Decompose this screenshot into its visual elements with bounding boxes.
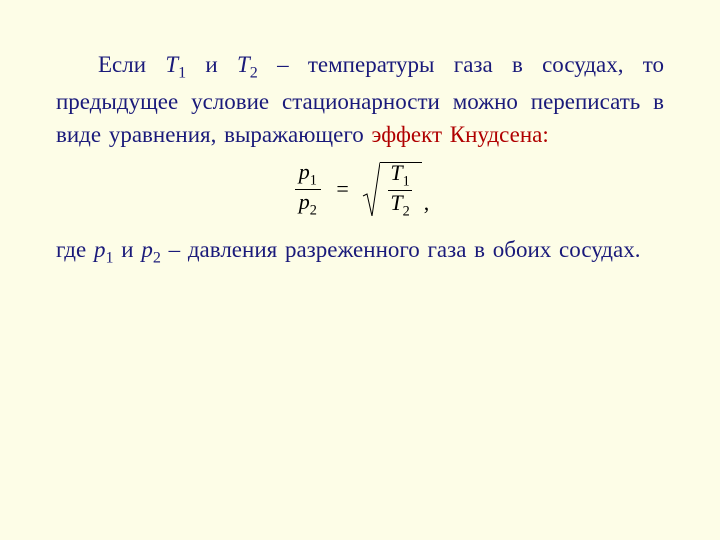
denominator: p2 (295, 190, 321, 219)
fraction-lhs: p1 p2 (295, 160, 321, 219)
numerator: T1 (388, 161, 411, 191)
var-letter: p (299, 189, 310, 214)
subscript: 2 (250, 65, 258, 82)
var-letter: T (390, 160, 402, 185)
subscript: 2 (310, 202, 317, 218)
radicand: T1 T2 (380, 162, 421, 216)
formula-comma: , (424, 190, 430, 215)
subscript: 1 (310, 172, 317, 188)
text-run: и (186, 52, 237, 77)
subscript: 1 (178, 65, 186, 82)
text-run: где (56, 237, 94, 262)
var-letter: p (141, 237, 153, 262)
formula-knudsen: p1 p2 = T1 T2 , (56, 160, 664, 219)
subscript: 1 (105, 249, 113, 266)
var-letter: T (165, 52, 178, 77)
text-run: и (114, 237, 142, 262)
var-letter: p (299, 159, 310, 184)
subscript: 1 (403, 174, 410, 190)
square-root: T1 T2 (362, 162, 421, 216)
variable-p1: p1 (94, 237, 114, 262)
equals-sign: = (336, 176, 348, 201)
denominator: T2 (388, 191, 411, 220)
radical-icon (362, 162, 380, 216)
var-letter: T (237, 52, 250, 77)
paragraph-1: Если T1 и T2 – температуры газа в сосуда… (56, 48, 664, 152)
text-run: – давления разреженного газа в обоих сос… (161, 237, 641, 262)
variable-p2: p2 (141, 237, 161, 262)
var-letter: p (94, 237, 106, 262)
variable-T1: T1 (165, 52, 186, 77)
var-letter: T (390, 190, 402, 215)
numerator: p1 (295, 160, 321, 190)
text-run: Если (98, 52, 165, 77)
variable-T2: T2 (237, 52, 258, 77)
subscript: 2 (153, 249, 161, 266)
highlight-term: эффект Кнудсена: (371, 122, 548, 147)
slide-page: Если T1 и T2 – температуры газа в сосуда… (0, 0, 720, 540)
fraction-rhs: T1 T2 (388, 161, 411, 220)
paragraph-2: где p1 и p2 – давления разреженного газа… (56, 233, 664, 270)
subscript: 2 (403, 204, 410, 220)
